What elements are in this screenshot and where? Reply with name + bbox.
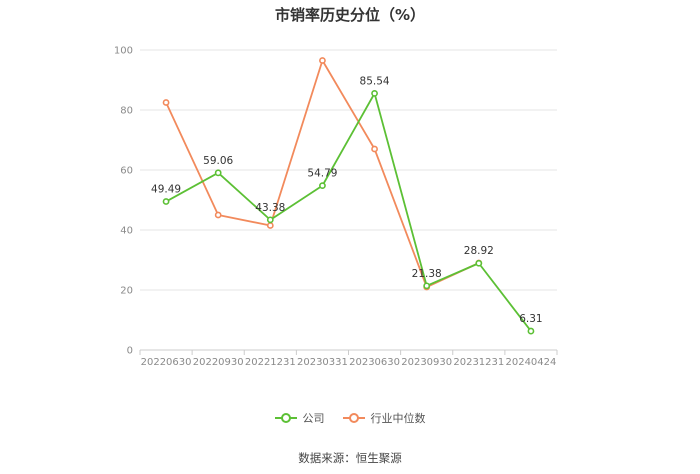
data-point-company-20220930 [214, 169, 222, 177]
legend-item-industry-median[interactable]: 行业中位数 [342, 410, 426, 426]
series-line-company [165, 92, 532, 332]
legend-marker-industry-median-icon [342, 413, 365, 423]
x-tick-label-20230630: 20230630 [349, 357, 400, 368]
legend-label-industry-median: 行业中位数 [370, 412, 426, 425]
data-point-industry-median-20230630 [371, 145, 378, 153]
data-label-company-20221231: 43.38 [255, 202, 285, 214]
data-label-company-20231231: 28.92 [464, 245, 494, 257]
data-point-industry-median-20221231 [266, 222, 274, 229]
data-point-company-20230331 [319, 182, 326, 190]
data-label-company-20230930: 21.38 [412, 268, 442, 280]
legend-item-company[interactable]: 公司 [274, 410, 325, 426]
data-point-industry-median-20220930 [214, 211, 222, 219]
x-tick-label-20220930: 20220930 [193, 357, 244, 368]
data-label-company-20220930: 59.06 [203, 155, 233, 167]
x-tick-label-20221231: 20221231 [245, 357, 296, 368]
data-point-company-20220630 [162, 198, 170, 205]
y-tick-label-0: 0 [127, 346, 133, 357]
y-tick-label-100: 100 [114, 46, 133, 57]
y-tick-label-20: 20 [120, 286, 133, 297]
data-label-company-20220630: 49.49 [151, 184, 181, 196]
data-label-company-20230630: 85.54 [360, 75, 390, 87]
data-point-company-20230630 [371, 89, 378, 97]
data-point-company-20240424 [527, 327, 535, 335]
legend-label-company: 公司 [302, 412, 325, 425]
y-tick-label-60: 60 [120, 166, 133, 177]
data-point-company-20231231 [475, 259, 483, 267]
data-label-company-20230331: 54.79 [307, 168, 337, 180]
data-point-industry-median-20230331 [319, 57, 326, 64]
data-source: 数据来源：恒生聚源 [298, 451, 402, 465]
y-tick-label-80: 80 [120, 106, 133, 117]
data-point-company-20230930 [423, 282, 431, 290]
legend-marker-company-icon [274, 413, 297, 423]
x-tick-label-20220630: 20220630 [141, 357, 192, 368]
legend: 公司 行业中位数 [0, 410, 700, 426]
y-tick-label-40: 40 [120, 226, 133, 237]
x-tick-label-20230331: 20230331 [297, 357, 348, 368]
chart-title: 市销率历史分位（%） [274, 6, 426, 24]
x-tick-label-20240424: 20240424 [505, 357, 556, 368]
data-label-company-20240424: 6.31 [519, 313, 542, 325]
x-tick-label-20230930: 20230930 [401, 357, 452, 368]
data-point-industry-median-20220630 [162, 99, 170, 106]
x-tick-label-20231231: 20231231 [453, 357, 504, 368]
data-point-company-20221231 [266, 216, 274, 224]
